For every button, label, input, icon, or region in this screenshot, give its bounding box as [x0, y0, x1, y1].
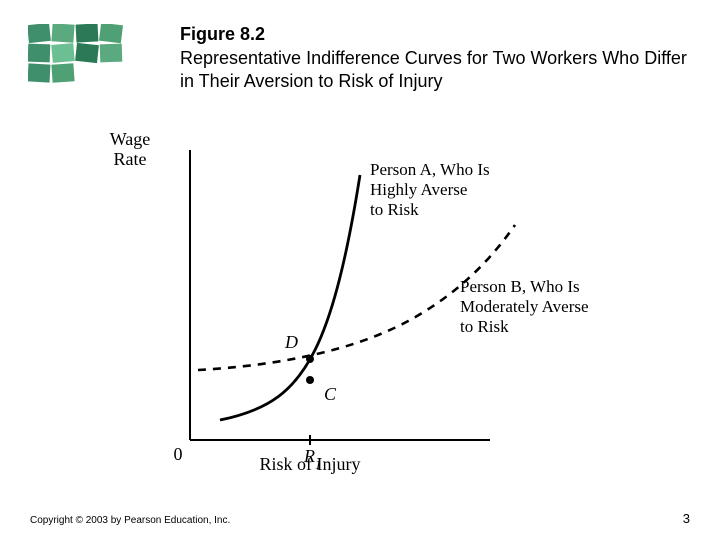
chart-area: WageRateRisk of Injury0R1Person A, Who I… [70, 120, 630, 480]
svg-text:Moderately Averse: Moderately Averse [460, 297, 589, 316]
svg-text:D: D [284, 332, 298, 352]
svg-text:Rate: Rate [114, 149, 147, 169]
copyright-text: Copyright © 2003 by Pearson Education, I… [30, 515, 230, 526]
chart-svg: WageRateRisk of Injury0R1Person A, Who I… [70, 120, 630, 480]
svg-text:to Risk: to Risk [370, 200, 419, 219]
svg-text:C: C [324, 384, 337, 404]
logo [28, 24, 128, 84]
logo-svg [28, 24, 128, 84]
svg-text:Person B, Who Is: Person B, Who Is [460, 277, 580, 296]
svg-text:to Risk: to Risk [460, 317, 509, 336]
svg-text:Highly Averse: Highly Averse [370, 180, 467, 199]
svg-text:0: 0 [174, 444, 183, 464]
title-block: Figure 8.2 Representative Indifference C… [180, 24, 690, 92]
svg-text:Wage: Wage [110, 129, 151, 149]
figure-caption: Representative Indifference Curves for T… [180, 47, 690, 92]
page-number: 3 [683, 511, 690, 526]
figure-number: Figure 8.2 [180, 24, 690, 45]
svg-text:Person A, Who Is: Person A, Who Is [370, 160, 490, 179]
